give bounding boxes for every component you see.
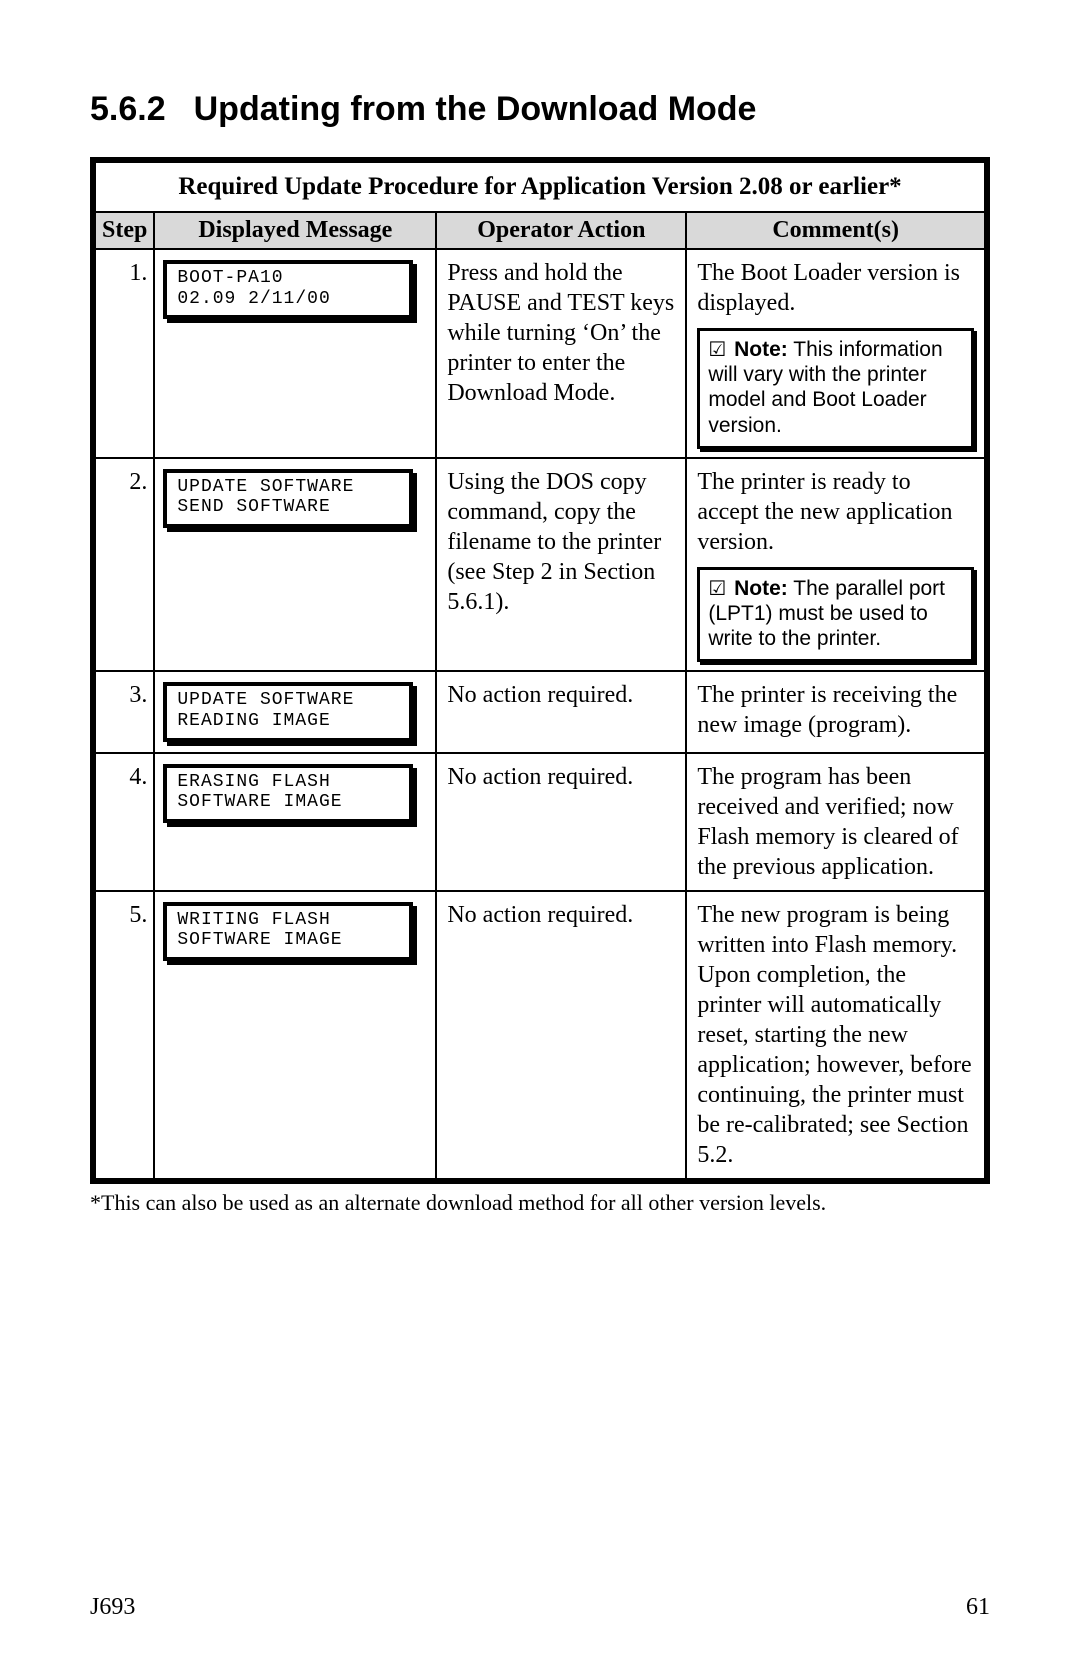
table-header-row: Step Displayed Message Operator Action C… bbox=[93, 212, 987, 249]
footnote: *This can also be used as an alternate d… bbox=[90, 1190, 990, 1216]
note-label: Note: bbox=[734, 338, 788, 361]
operator-action: No action required. bbox=[436, 671, 686, 752]
col-header-comments: Comment(s) bbox=[686, 212, 987, 249]
table-row: 1. BOOT-PA10 02.09 2/11/00 Press and hol… bbox=[93, 249, 987, 458]
comment-text: The printer is receiving the new image (… bbox=[697, 680, 974, 740]
displayed-message-cell: BOOT-PA10 02.09 2/11/00 bbox=[154, 249, 436, 458]
table-row: 5. WRITING FLASH SOFTWARE IMAGE No actio… bbox=[93, 891, 987, 1181]
displayed-message-cell: UPDATE SOFTWARE SEND SOFTWARE bbox=[154, 458, 436, 672]
lcd-line: UPDATE SOFTWARE bbox=[177, 690, 354, 710]
table-row: 2. UPDATE SOFTWARE SEND SOFTWARE Using t… bbox=[93, 458, 987, 672]
checkbox-icon: ☑ bbox=[708, 578, 726, 600]
step-number: 2. bbox=[93, 458, 154, 672]
section-title-text: Updating from the Download Mode bbox=[194, 90, 757, 128]
procedure-table: Required Update Procedure for Applicatio… bbox=[90, 157, 990, 1184]
comment-text: The printer is ready to accept the new a… bbox=[697, 467, 974, 557]
lcd-display: UPDATE SOFTWARE READING IMAGE bbox=[163, 682, 413, 741]
section-heading: 5.6.2 Updating from the Download Mode bbox=[90, 90, 990, 129]
operator-action: No action required. bbox=[436, 891, 686, 1181]
lcd-line: 02.09 2/11/00 bbox=[177, 289, 330, 309]
table-caption: Required Update Procedure for Applicatio… bbox=[93, 160, 987, 212]
lcd-line: WRITING FLASH bbox=[177, 910, 330, 930]
lcd-line: SOFTWARE IMAGE bbox=[177, 930, 342, 950]
comment-text: The new program is being written into Fl… bbox=[697, 900, 974, 1170]
checkbox-icon: ☑ bbox=[708, 339, 726, 361]
lcd-line: BOOT-PA10 bbox=[177, 268, 283, 288]
lcd-display: WRITING FLASH SOFTWARE IMAGE bbox=[163, 902, 413, 961]
lcd-line: UPDATE SOFTWARE bbox=[177, 477, 354, 497]
comments-cell: The printer is receiving the new image (… bbox=[686, 671, 987, 752]
table-body: 1. BOOT-PA10 02.09 2/11/00 Press and hol… bbox=[93, 249, 987, 1181]
table-row: 3. UPDATE SOFTWARE READING IMAGE No acti… bbox=[93, 671, 987, 752]
section-number: 5.6.2 bbox=[90, 90, 166, 129]
col-header-action: Operator Action bbox=[436, 212, 686, 249]
note-box: ☑ Note: This information will vary with … bbox=[697, 328, 974, 449]
note-box: ☑ Note: The parallel port (LPT1) must be… bbox=[697, 567, 974, 663]
lcd-line: ERASING FLASH bbox=[177, 772, 330, 792]
operator-action: No action required. bbox=[436, 753, 686, 891]
step-number: 3. bbox=[93, 671, 154, 752]
displayed-message-cell: WRITING FLASH SOFTWARE IMAGE bbox=[154, 891, 436, 1181]
lcd-line: SEND SOFTWARE bbox=[177, 497, 330, 517]
displayed-message-cell: UPDATE SOFTWARE READING IMAGE bbox=[154, 671, 436, 752]
footer-right: 61 bbox=[966, 1594, 990, 1621]
step-number: 5. bbox=[93, 891, 154, 1181]
lcd-display: ERASING FLASH SOFTWARE IMAGE bbox=[163, 764, 413, 823]
table-row: 4. ERASING FLASH SOFTWARE IMAGE No actio… bbox=[93, 753, 987, 891]
comment-text: The program has been received and verifi… bbox=[697, 762, 974, 882]
page-footer: J693 61 bbox=[90, 1594, 990, 1621]
step-number: 4. bbox=[93, 753, 154, 891]
comments-cell: The printer is ready to accept the new a… bbox=[686, 458, 987, 672]
footer-left: J693 bbox=[90, 1594, 135, 1621]
comments-cell: The program has been received and verifi… bbox=[686, 753, 987, 891]
lcd-display: UPDATE SOFTWARE SEND SOFTWARE bbox=[163, 469, 413, 528]
col-header-message: Displayed Message bbox=[154, 212, 436, 249]
lcd-display: BOOT-PA10 02.09 2/11/00 bbox=[163, 260, 413, 319]
page: 5.6.2 Updating from the Download Mode Req… bbox=[0, 0, 1080, 1669]
comment-text: The Boot Loader version is displayed. bbox=[697, 258, 974, 318]
operator-action: Press and hold the PAUSE and TEST keys w… bbox=[436, 249, 686, 458]
comments-cell: The new program is being written into Fl… bbox=[686, 891, 987, 1181]
displayed-message-cell: ERASING FLASH SOFTWARE IMAGE bbox=[154, 753, 436, 891]
step-number: 1. bbox=[93, 249, 154, 458]
operator-action: Using the DOS copy command, copy the fil… bbox=[436, 458, 686, 672]
col-header-step: Step bbox=[93, 212, 154, 249]
lcd-line: READING IMAGE bbox=[177, 711, 330, 731]
note-label: Note: bbox=[734, 577, 788, 600]
comments-cell: The Boot Loader version is displayed. ☑ … bbox=[686, 249, 987, 458]
lcd-line: SOFTWARE IMAGE bbox=[177, 792, 342, 812]
